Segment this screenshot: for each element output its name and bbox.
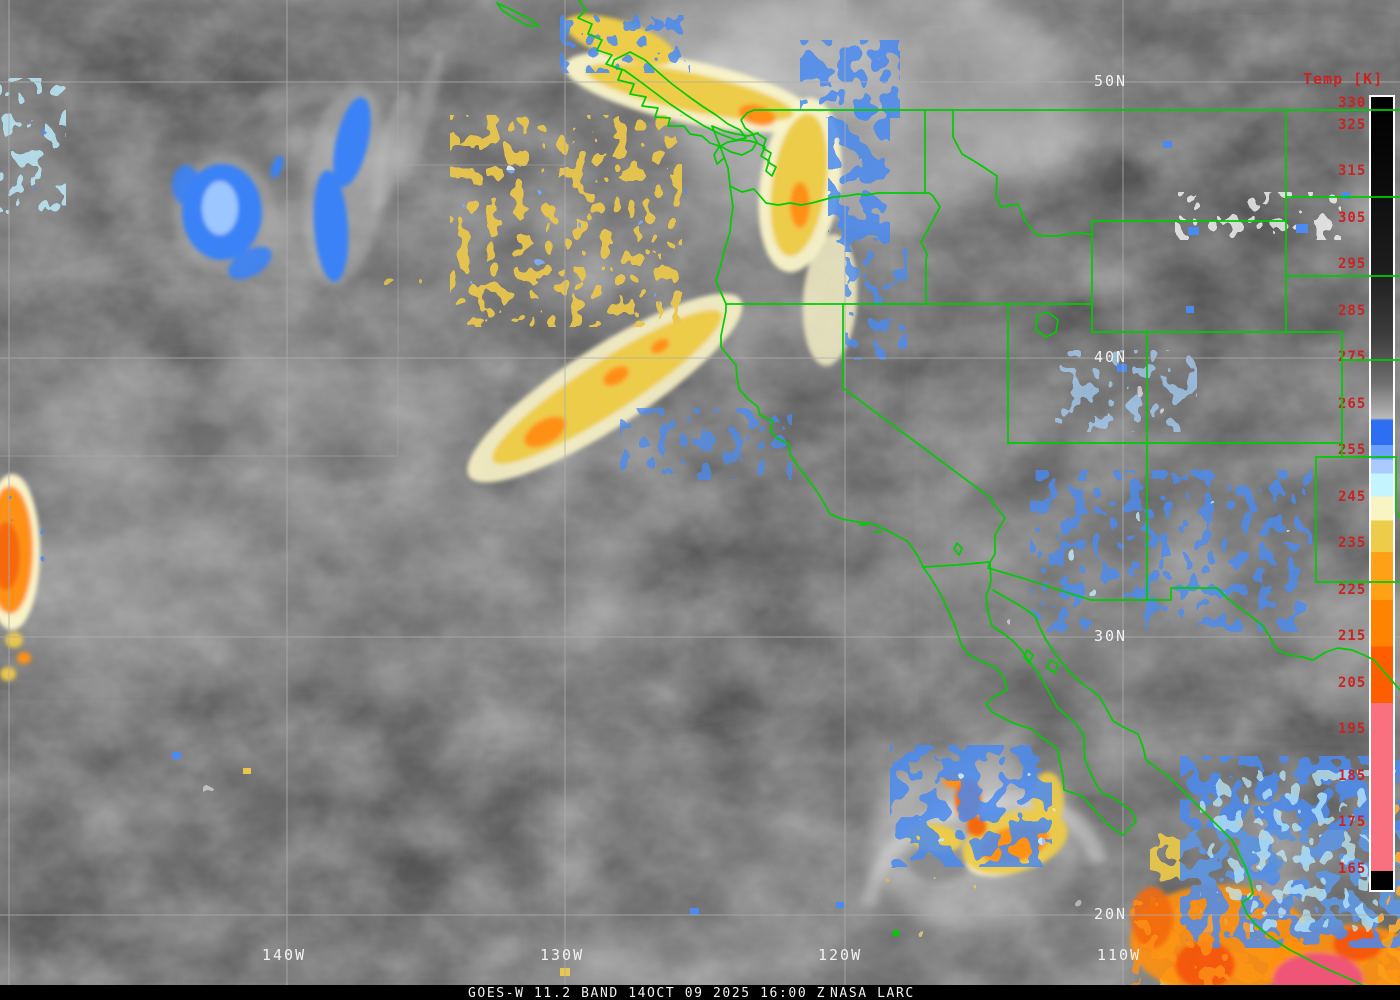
tick-265: 265 xyxy=(1338,396,1366,412)
scattered-specks xyxy=(150,735,844,976)
speckled-cumulus-field xyxy=(380,115,687,370)
border-mexico-mainland-coast xyxy=(992,589,1393,1000)
tick-315: 315 xyxy=(1338,163,1366,179)
border-tx-panhandle xyxy=(1341,456,1400,518)
tick-165: 165 xyxy=(1338,861,1366,877)
tick-255: 255 xyxy=(1338,442,1366,458)
tick-225: 225 xyxy=(1338,582,1366,598)
border-or-ca-coast xyxy=(715,185,924,568)
border-bc-coast xyxy=(577,0,760,156)
border-salton-sea xyxy=(953,542,963,556)
border-or-id-snake xyxy=(920,192,941,305)
border-haida-gwaii xyxy=(496,2,539,27)
lat-label-40n: 40N xyxy=(1094,348,1127,366)
map-borders xyxy=(496,0,1400,1000)
lon-label-130w: 130W xyxy=(540,946,584,964)
border-id-mt xyxy=(952,109,1093,237)
tick-275: 275 xyxy=(1338,349,1366,365)
border-island-dot xyxy=(893,930,899,936)
mosaic-seams xyxy=(0,0,565,457)
border-channel-islands xyxy=(859,524,882,533)
tick-205: 205 xyxy=(1338,675,1366,691)
caption-datetime: OCT 09 2025 16:00 Z xyxy=(647,986,827,1000)
border-puget-sound xyxy=(713,133,777,177)
tick-175: 175 xyxy=(1338,814,1366,830)
grid-labels: 50N 40N 30N 20N 140W 130W 120W 110W xyxy=(262,72,1141,964)
caption-bar: GOES-W 11.2 BAND 14 OCT 09 2025 16:00 Z … xyxy=(0,985,1400,1000)
tick-195: 195 xyxy=(1338,721,1366,737)
colorbar-gradient xyxy=(1371,97,1393,890)
border-rio-grande xyxy=(1216,587,1400,691)
caption-credit: NASA LARC xyxy=(830,986,915,1000)
border-baja-east xyxy=(985,561,1137,836)
border-great-salt-lake xyxy=(1035,311,1059,338)
lon-label-120w: 120W xyxy=(818,946,862,964)
lat-label-50n: 50N xyxy=(1094,72,1127,90)
cold-specks-far-left xyxy=(0,78,66,216)
temperature-colorbar: Temp [K] 330 325 315 305 295 285 275 265… xyxy=(1303,70,1395,892)
tick-330: 330 xyxy=(1338,95,1366,111)
colorbar-title: Temp [K] xyxy=(1303,70,1383,88)
lat-label-30n: 30N xyxy=(1094,627,1127,645)
border-ca-nv-diagonal xyxy=(842,303,1006,563)
border-isla-tiburon xyxy=(1046,659,1059,674)
border-isla-angel xyxy=(1023,649,1034,664)
tick-325: 325 xyxy=(1338,117,1366,133)
lat-label-20n: 20N xyxy=(1094,905,1127,923)
border-tx-nm xyxy=(1315,456,1400,583)
tropical-cyclone xyxy=(862,740,1106,945)
tick-245: 245 xyxy=(1338,489,1366,505)
border-baja-west xyxy=(922,566,1124,836)
border-wa-coast xyxy=(711,125,759,187)
colorbar-tick-labels: 330 325 315 305 295 285 275 265 255 245 … xyxy=(1338,95,1366,877)
cold-cloud-feature-nw xyxy=(172,50,444,287)
lon-label-140w: 140W xyxy=(262,946,306,964)
convection-left-edge xyxy=(0,470,58,681)
tick-235: 235 xyxy=(1338,535,1366,551)
tick-215: 215 xyxy=(1338,628,1366,644)
caption-product: GOES-W 11.2 BAND 14 xyxy=(468,986,648,1000)
tick-185: 185 xyxy=(1338,768,1366,784)
tick-295: 295 xyxy=(1338,256,1366,272)
border-us-mexico xyxy=(922,561,1218,601)
lon-label-110w: 110W xyxy=(1097,946,1141,964)
tick-285: 285 xyxy=(1338,303,1366,319)
border-vancouver-island xyxy=(611,51,747,141)
border-columbia-river xyxy=(729,185,930,206)
tick-305: 305 xyxy=(1338,210,1366,226)
